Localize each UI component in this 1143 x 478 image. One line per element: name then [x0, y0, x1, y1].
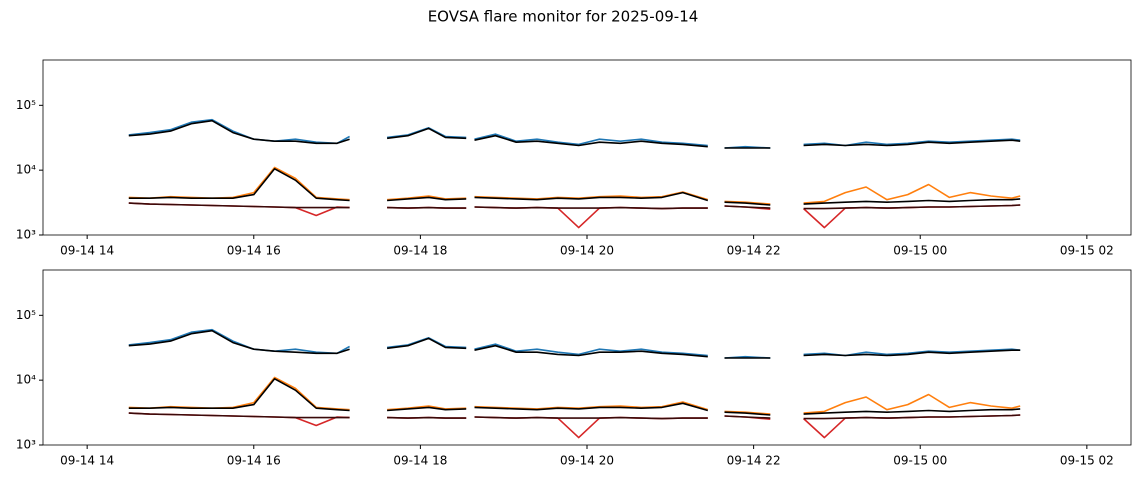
figure-title: EOVSA flare monitor for 2025-09-14 — [428, 8, 699, 26]
x-tick-label: 09-14 20 — [560, 454, 614, 468]
series-line — [128, 328, 1021, 359]
series-line — [128, 168, 1021, 206]
y-tick-label: 10⁵ — [16, 308, 36, 322]
x-tick-label: 09-14 18 — [393, 454, 447, 468]
x-tick-label: 09-14 16 — [227, 244, 281, 258]
x-tick-label: 09-15 02 — [1060, 454, 1114, 468]
y-tick-label: 10³ — [16, 438, 36, 452]
y-tick-label: 10⁴ — [16, 163, 36, 177]
x-tick-label: 09-14 18 — [393, 244, 447, 258]
series-line — [128, 329, 1021, 359]
x-tick-label: 09-14 22 — [727, 244, 781, 258]
y-tick-label: 10⁵ — [16, 98, 36, 112]
x-tick-label: 09-14 22 — [727, 454, 781, 468]
x-tick-label: 09-14 14 — [60, 454, 114, 468]
x-tick-label: 09-14 16 — [227, 454, 281, 468]
series-line — [128, 118, 1021, 149]
x-tick-label: 09-14 20 — [560, 244, 614, 258]
y-tick-label: 10³ — [16, 228, 36, 242]
series-line — [128, 119, 1021, 149]
series-line — [128, 378, 1021, 416]
x-tick-label: 09-15 02 — [1060, 244, 1114, 258]
series-line — [128, 202, 1021, 210]
x-tick-label: 09-15 00 — [893, 454, 947, 468]
x-tick-label: 09-14 14 — [60, 244, 114, 258]
y-tick-label: 10⁴ — [16, 373, 36, 387]
x-tick-label: 09-15 00 — [893, 244, 947, 258]
series-line — [128, 412, 1021, 420]
